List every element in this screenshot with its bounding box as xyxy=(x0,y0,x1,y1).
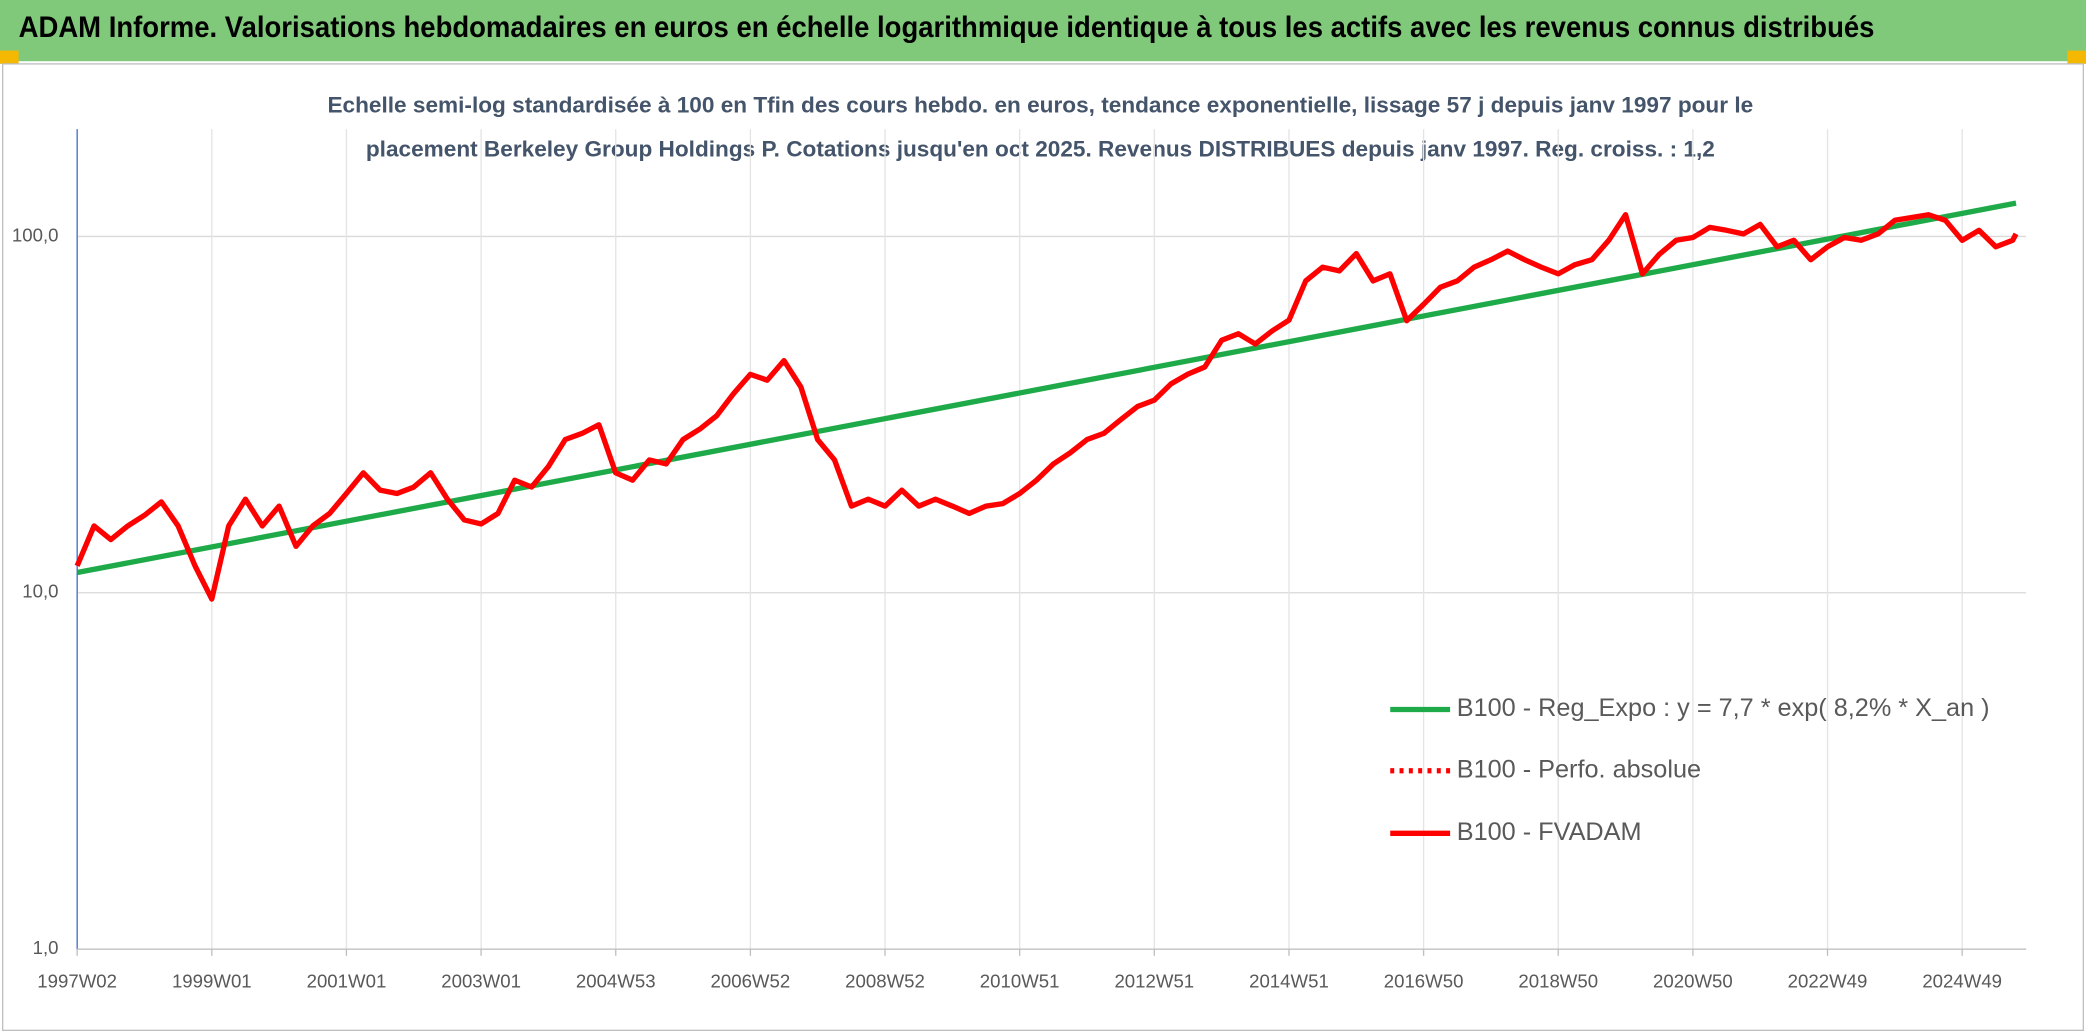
x-tick-label: 2008W52 xyxy=(845,970,925,991)
header-bar xyxy=(0,0,2086,62)
x-tick-label: 2003W01 xyxy=(441,970,521,991)
x-tick-label: 2018W50 xyxy=(1518,970,1598,991)
x-tick-label: 2010W51 xyxy=(980,970,1060,991)
x-tick-label: 1997W02 xyxy=(37,970,117,991)
frame xyxy=(1,63,2085,1032)
x-tick-label: 2012W51 xyxy=(1114,970,1194,991)
y-tick-label: 100,0 xyxy=(12,224,59,245)
corner xyxy=(0,50,19,64)
x-tick-label: 2014W51 xyxy=(1249,970,1329,991)
data-line xyxy=(74,212,2019,602)
x-tick-label: 2001W01 xyxy=(307,970,387,991)
x-tick-label: 2020W50 xyxy=(1653,970,1733,991)
y-tick-label: 1,0 xyxy=(33,937,59,958)
legend-label: B100 - Perfo. absolue xyxy=(1457,755,1701,783)
x-tick-label: 2022W49 xyxy=(1788,970,1868,991)
corner xyxy=(2067,50,2086,64)
x-tick-label: 2024W49 xyxy=(1922,970,2002,991)
legend-label: B100 - FVADAM xyxy=(1457,818,1642,846)
x-tick-label: 2004W53 xyxy=(576,970,656,991)
legend-label: B100 - Reg_Expo : y = 7,7 * exp( 8,2% * … xyxy=(1457,694,1990,722)
x-tick-label: 2016W50 xyxy=(1384,970,1464,991)
chart-title: ADAM Informe. Valorisations hebdomadaire… xyxy=(19,12,1875,44)
data-line xyxy=(76,200,2017,576)
x-tick-label: 1999W01 xyxy=(172,970,252,991)
x-tick-label: 2006W52 xyxy=(711,970,791,991)
chart-subtitle: placement Berkeley Group Holdings P. Cot… xyxy=(366,136,1715,161)
chart-subtitle: Echelle semi-log standardisée à 100 en T… xyxy=(327,92,1753,117)
y-tick-label: 10,0 xyxy=(22,581,58,602)
